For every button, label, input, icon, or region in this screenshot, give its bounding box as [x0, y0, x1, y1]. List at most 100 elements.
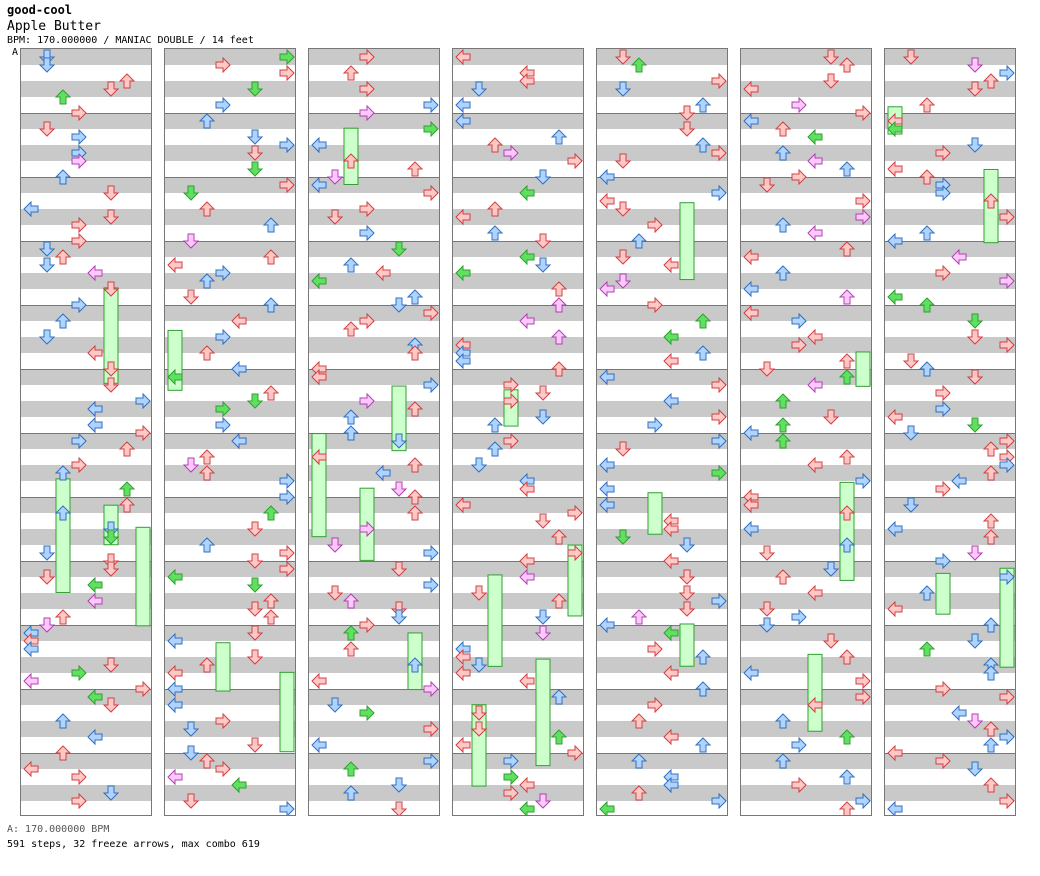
down-arrow: [966, 761, 984, 777]
up-arrow: [982, 777, 1000, 793]
down-arrow: [966, 369, 984, 385]
left-arrow: [519, 248, 535, 266]
down-arrow: [326, 169, 344, 185]
left-arrow: [519, 800, 535, 815]
down-arrow: [182, 793, 200, 809]
down-arrow: [246, 553, 264, 569]
right-arrow: [711, 408, 727, 426]
left-arrow: [807, 152, 823, 170]
down-arrow: [534, 257, 552, 273]
beat-band: [597, 401, 727, 417]
down-arrow: [614, 249, 632, 265]
up-arrow: [630, 753, 648, 769]
beat-band: [885, 497, 1015, 513]
up-arrow: [694, 97, 712, 113]
down-arrow: [102, 281, 120, 297]
right-arrow: [71, 768, 87, 786]
right-arrow: [215, 56, 231, 74]
up-arrow: [54, 713, 72, 729]
right-arrow: [855, 192, 871, 210]
left-arrow: [455, 648, 471, 666]
right-arrow: [791, 776, 807, 794]
down-arrow: [182, 457, 200, 473]
right-arrow: [215, 712, 231, 730]
up-arrow: [694, 737, 712, 753]
up-arrow: [198, 537, 216, 553]
beat-band: [741, 81, 871, 97]
left-arrow: [23, 672, 39, 690]
left-arrow: [375, 464, 391, 482]
right-arrow: [855, 104, 871, 122]
beat-band: [885, 337, 1015, 353]
right-arrow: [359, 49, 375, 66]
beat-band: [309, 369, 439, 385]
right-arrow: [503, 784, 519, 802]
up-arrow: [838, 729, 856, 745]
left-arrow: [887, 800, 903, 815]
left-arrow: [23, 200, 39, 218]
left-arrow: [23, 640, 39, 658]
measure-line: [597, 433, 727, 434]
down-arrow: [822, 561, 840, 577]
beat-band: [21, 401, 151, 417]
up-arrow: [54, 89, 72, 105]
measure-line: [165, 305, 295, 306]
down-arrow: [246, 129, 264, 145]
right-arrow: [647, 696, 663, 714]
up-arrow: [262, 385, 280, 401]
right-arrow: [791, 608, 807, 626]
left-arrow: [743, 280, 759, 298]
beat-band: [597, 689, 727, 705]
down-arrow: [102, 785, 120, 801]
down-arrow: [614, 529, 632, 545]
measure-line: [885, 433, 1015, 434]
beat-band: [165, 497, 295, 513]
measure-line: [453, 753, 583, 754]
down-arrow: [678, 585, 696, 601]
beat-band: [885, 721, 1015, 737]
right-arrow: [999, 432, 1015, 450]
measure-line: [597, 241, 727, 242]
right-arrow: [135, 392, 151, 410]
beat-band: [453, 497, 583, 513]
right-arrow: [135, 424, 151, 442]
up-arrow: [342, 761, 360, 777]
up-arrow: [262, 297, 280, 313]
beat-band: [741, 753, 871, 769]
freeze-arrow-hold: [999, 567, 1015, 668]
right-arrow: [791, 312, 807, 330]
left-arrow: [87, 688, 103, 706]
notes-layer: [311, 49, 439, 815]
left-arrow: [951, 248, 967, 266]
beat-band: [885, 241, 1015, 257]
up-arrow: [838, 353, 856, 369]
beat-band: [21, 113, 151, 129]
beat-band: [165, 785, 295, 801]
measure-line: [21, 177, 151, 178]
measure-line: [165, 497, 295, 498]
down-arrow: [38, 569, 56, 585]
measure-line: [885, 753, 1015, 754]
beat-band: [21, 721, 151, 737]
down-arrow: [246, 649, 264, 665]
right-arrow: [423, 96, 439, 114]
left-arrow: [599, 368, 615, 386]
beat-band: [741, 561, 871, 577]
right-arrow: [71, 128, 87, 146]
down-arrow: [614, 201, 632, 217]
right-arrow: [423, 544, 439, 562]
beat-band: [597, 753, 727, 769]
left-arrow: [663, 776, 679, 794]
left-arrow: [599, 192, 615, 210]
beat-band: [885, 369, 1015, 385]
up-arrow: [54, 249, 72, 265]
left-arrow: [807, 584, 823, 602]
beat-band: [597, 305, 727, 321]
beat-band: [165, 625, 295, 641]
right-arrow: [279, 49, 295, 66]
right-arrow: [999, 272, 1015, 290]
right-arrow: [279, 64, 295, 82]
down-arrow: [966, 417, 984, 433]
measure-line: [453, 433, 583, 434]
measure-line: [741, 433, 871, 434]
